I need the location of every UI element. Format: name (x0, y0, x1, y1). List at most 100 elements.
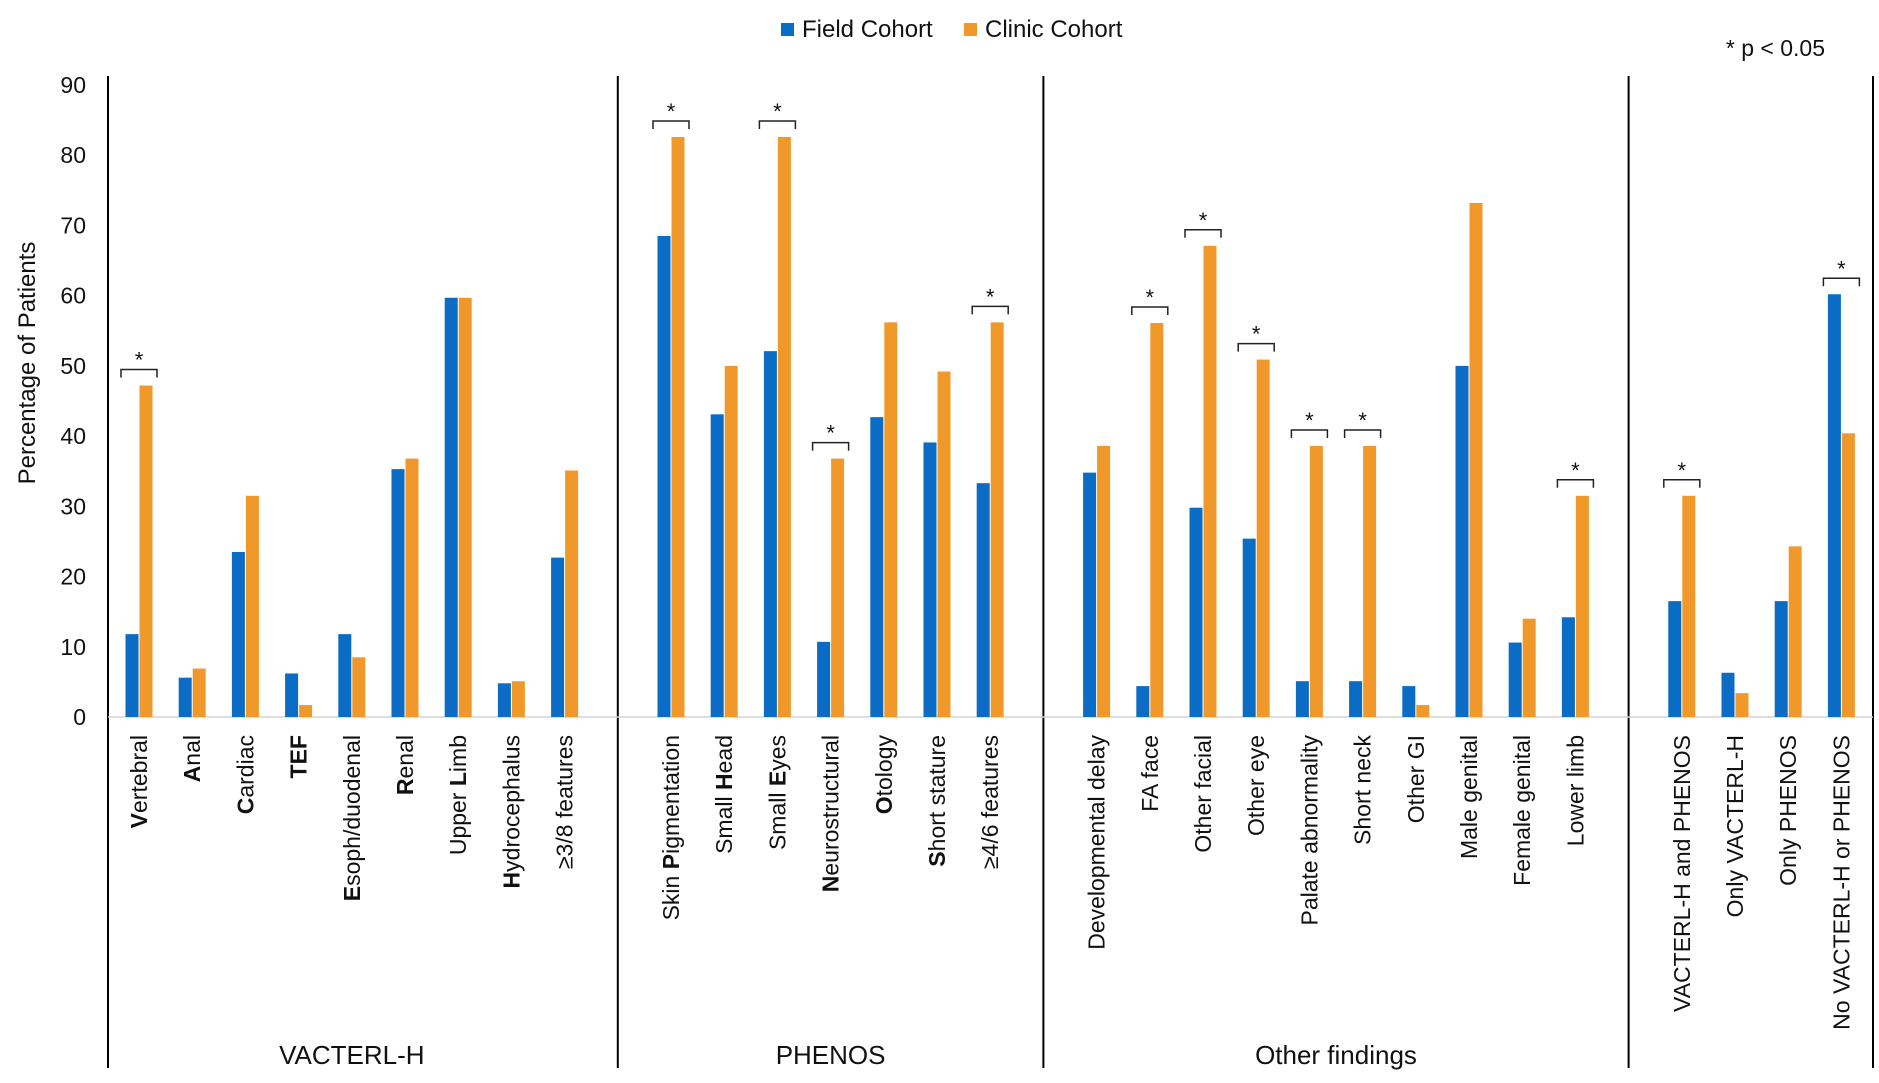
bar-clinic-otology (884, 322, 898, 717)
bar-clinic-3-8-features (565, 470, 579, 717)
bar-clinic-small-eyes (777, 136, 791, 717)
bar-field-tef (285, 673, 299, 717)
bar-clinic-lower-limb (1575, 495, 1589, 717)
x-tick-label-other-eye: Other eye (1243, 735, 1269, 836)
bar-clinic-vacterl-h-and-phenos (1682, 495, 1696, 717)
x-tick-label-only-vacterl-h: Only VACTERL-H (1722, 735, 1748, 917)
bar-clinic-tef (299, 705, 313, 717)
bar-clinic-esoph-duodenal (352, 657, 366, 717)
x-tick-label-developmental-delay: Developmental delay (1084, 735, 1110, 950)
significance-bracket (1290, 429, 1329, 438)
bar-clinic-small-head (724, 365, 738, 717)
x-tick-label-male-genital: Male genital (1456, 735, 1482, 859)
x-tick-label-no-vacterl-h-or-phenos: No VACTERL-H or PHENOS (1828, 735, 1854, 1030)
bar-field-small-eyes (763, 351, 777, 717)
y-tick-label: 20 (60, 564, 86, 590)
bar-field-developmental-delay (1083, 472, 1097, 717)
bar-clinic-upper-limb (458, 297, 472, 717)
bar-clinic-renal (405, 458, 419, 717)
significance-star: * (1146, 285, 1155, 310)
bar-clinic-only-vacterl-h (1735, 693, 1749, 717)
significance-bracket (120, 368, 158, 378)
y-tick-label: 30 (60, 493, 86, 519)
bar-field-short-neck (1349, 681, 1363, 717)
bar-clinic-no-vacterl-h-or-phenos (1841, 433, 1855, 717)
group-label-other-findings: Other findings (1255, 1040, 1417, 1070)
significance-bracket (1131, 306, 1169, 316)
bar-field-cardiac (231, 551, 245, 717)
bar-field-other-facial (1189, 507, 1203, 717)
x-tick-label-tef: TEF (286, 735, 312, 778)
legend-label-field: Field Cohort (802, 16, 933, 43)
bar-field-3-8-features (551, 557, 565, 717)
significance-star: * (667, 99, 676, 124)
bar-field-anal (178, 677, 192, 717)
bar-field-neurostructural (817, 641, 831, 717)
legend-swatch-field (781, 23, 794, 36)
bar-field-lower-limb (1561, 617, 1575, 717)
legend-label-clinic: Clinic Cohort (985, 16, 1123, 43)
bar-field-otology (870, 417, 884, 717)
bar-field-other-eye (1242, 538, 1256, 717)
bar-clinic-male-genital (1469, 202, 1483, 717)
bar-clinic-fa-face (1150, 323, 1164, 717)
x-tick-label-other-gi: Other GI (1403, 735, 1429, 823)
group-label-phenos: PHENOS (776, 1040, 886, 1070)
bar-clinic-developmental-delay (1097, 445, 1111, 717)
bar-clinic-cardiac (245, 495, 259, 717)
bar-field-only-phenos (1774, 601, 1788, 717)
x-tick-label-vacterl-h-and-phenos: VACTERL-H and PHENOS (1669, 735, 1695, 1012)
x-tick-label-vertebral: Vertebral (126, 735, 152, 828)
bar-field-upper-limb (444, 297, 458, 717)
bar-field-male-genital (1455, 365, 1469, 717)
x-tick-label-lower-limb: Lower limb (1562, 735, 1588, 846)
x-tick-label-cardiac: Cardiac (232, 735, 258, 814)
significance-bracket (1663, 479, 1701, 488)
group-labels: VACTERL-H PHENOS Other findings (279, 1040, 1417, 1070)
significance-bracket (1556, 479, 1595, 488)
significance-bracket (1237, 342, 1275, 352)
bar-field-esoph-duodenal (338, 634, 352, 717)
y-tick-label: 0 (73, 704, 86, 730)
bar-field-fa-face (1136, 686, 1150, 717)
bar-clinic-female-genital (1522, 618, 1536, 717)
x-tick-label-small-eyes: Small Eyes (764, 735, 790, 850)
x-tick-label-renal: Renal (392, 735, 418, 795)
significance-star: * (135, 348, 144, 373)
y-axis-label: Percentage of Patients (14, 242, 41, 485)
x-axis-labels: Vertebral Anal Cardiac TEF Esoph/duodenal Ren… (126, 735, 1854, 1030)
significance-star: * (1305, 408, 1314, 433)
x-tick-label-short-neck: Short neck (1350, 735, 1376, 845)
x-tick-label-upper-limb: Upper Limb (445, 735, 471, 855)
bar-field-other-gi (1402, 686, 1416, 717)
y-tick-label: 80 (60, 142, 86, 168)
bar-field-skin-pigmentation (657, 235, 671, 717)
bar-field-vertebral (125, 634, 139, 717)
significance-bracket (811, 441, 850, 451)
x-tick-label-hydrocephalus: Hydrocephalus (498, 735, 524, 888)
significance-bracket (1343, 429, 1382, 438)
x-tick-label-neurostructural: Neurostructural (818, 735, 844, 892)
x-tick-label-3-8-features: ≥3/8 features (552, 735, 578, 869)
bar-clinic-4-6-features (990, 322, 1004, 717)
bar-clinic-skin-pigmentation (671, 136, 685, 717)
x-tick-label-palate-abnormality: Palate abnormality (1296, 735, 1322, 926)
bar-clinic-palate-abnormality (1309, 445, 1323, 717)
x-tick-label-skin-pigmentation: Skin Pigmentation (658, 735, 684, 920)
y-tick-label: 90 (60, 72, 86, 98)
significance-bracket (652, 120, 690, 129)
x-tick-label-4-6-features: ≥4/6 features (977, 735, 1003, 869)
significance-star: * (1358, 408, 1367, 433)
x-tick-label-only-phenos: Only PHENOS (1775, 735, 1801, 886)
bar-clinic-neurostructural (831, 458, 845, 717)
bar-field-no-vacterl-h-or-phenos (1827, 294, 1841, 717)
y-tick-label: 50 (60, 353, 86, 379)
y-tick-label: 10 (60, 634, 86, 660)
bar-clinic-anal (192, 668, 206, 717)
significance-brackets: * * * * * * * * * * * * * (120, 99, 1861, 488)
x-tick-label-female-genital: Female genital (1509, 735, 1535, 886)
bar-field-female-genital (1508, 642, 1522, 717)
bar-field-hydrocephalus (497, 683, 511, 717)
